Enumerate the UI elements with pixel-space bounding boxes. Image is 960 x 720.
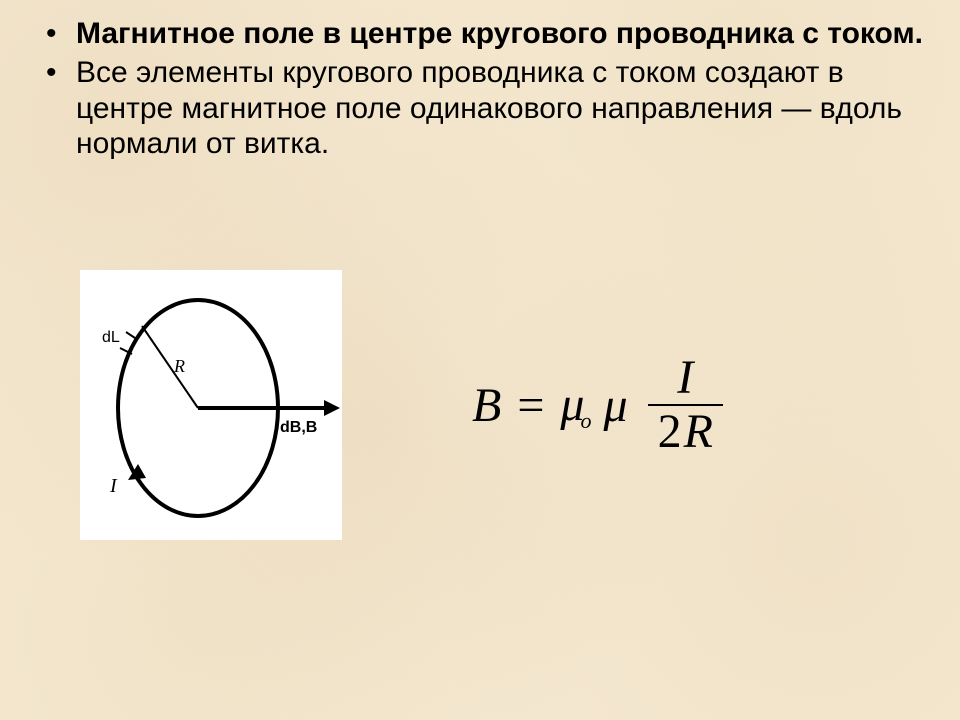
formula-fraction: I 2R — [648, 352, 723, 458]
label-dBB: dB,B — [280, 419, 317, 436]
formula: B = μo μ I 2R — [472, 352, 723, 458]
slide: Магнитное поле в центре кругового провод… — [0, 0, 960, 720]
formula-den-R: R — [684, 405, 713, 458]
label-dL: dL — [102, 329, 120, 346]
label-I: I — [109, 475, 118, 497]
formula-mu: μ — [604, 378, 628, 433]
formula-B: B — [472, 378, 501, 433]
field-arrow-head — [324, 400, 340, 416]
formula-equals: = — [517, 378, 544, 433]
loop-diagram-svg: dL R dB,B I — [80, 270, 342, 540]
radius-line — [142, 326, 198, 408]
title-text: Магнитное поле в центре кругового провод… — [76, 17, 915, 50]
formula-den-2: 2 — [658, 405, 682, 458]
formula-numerator: I — [667, 352, 703, 404]
title-bullet: Магнитное поле в центре кругового провод… — [76, 16, 930, 51]
label-R: R — [173, 356, 185, 376]
formula-mu0-sub: o — [581, 408, 592, 433]
title-period: . — [915, 17, 923, 50]
bullet-list: Магнитное поле в центре кругового провод… — [30, 16, 930, 162]
content-row: dL R dB,B I B = μo μ I 2R — [0, 270, 960, 540]
body-bullet: Все элементы кругового проводника с токо… — [76, 55, 930, 161]
formula-denominator: 2R — [648, 406, 723, 458]
loop-diagram: dL R dB,B I — [80, 270, 342, 540]
body-text: Все элементы кругового проводника с токо… — [76, 56, 902, 160]
